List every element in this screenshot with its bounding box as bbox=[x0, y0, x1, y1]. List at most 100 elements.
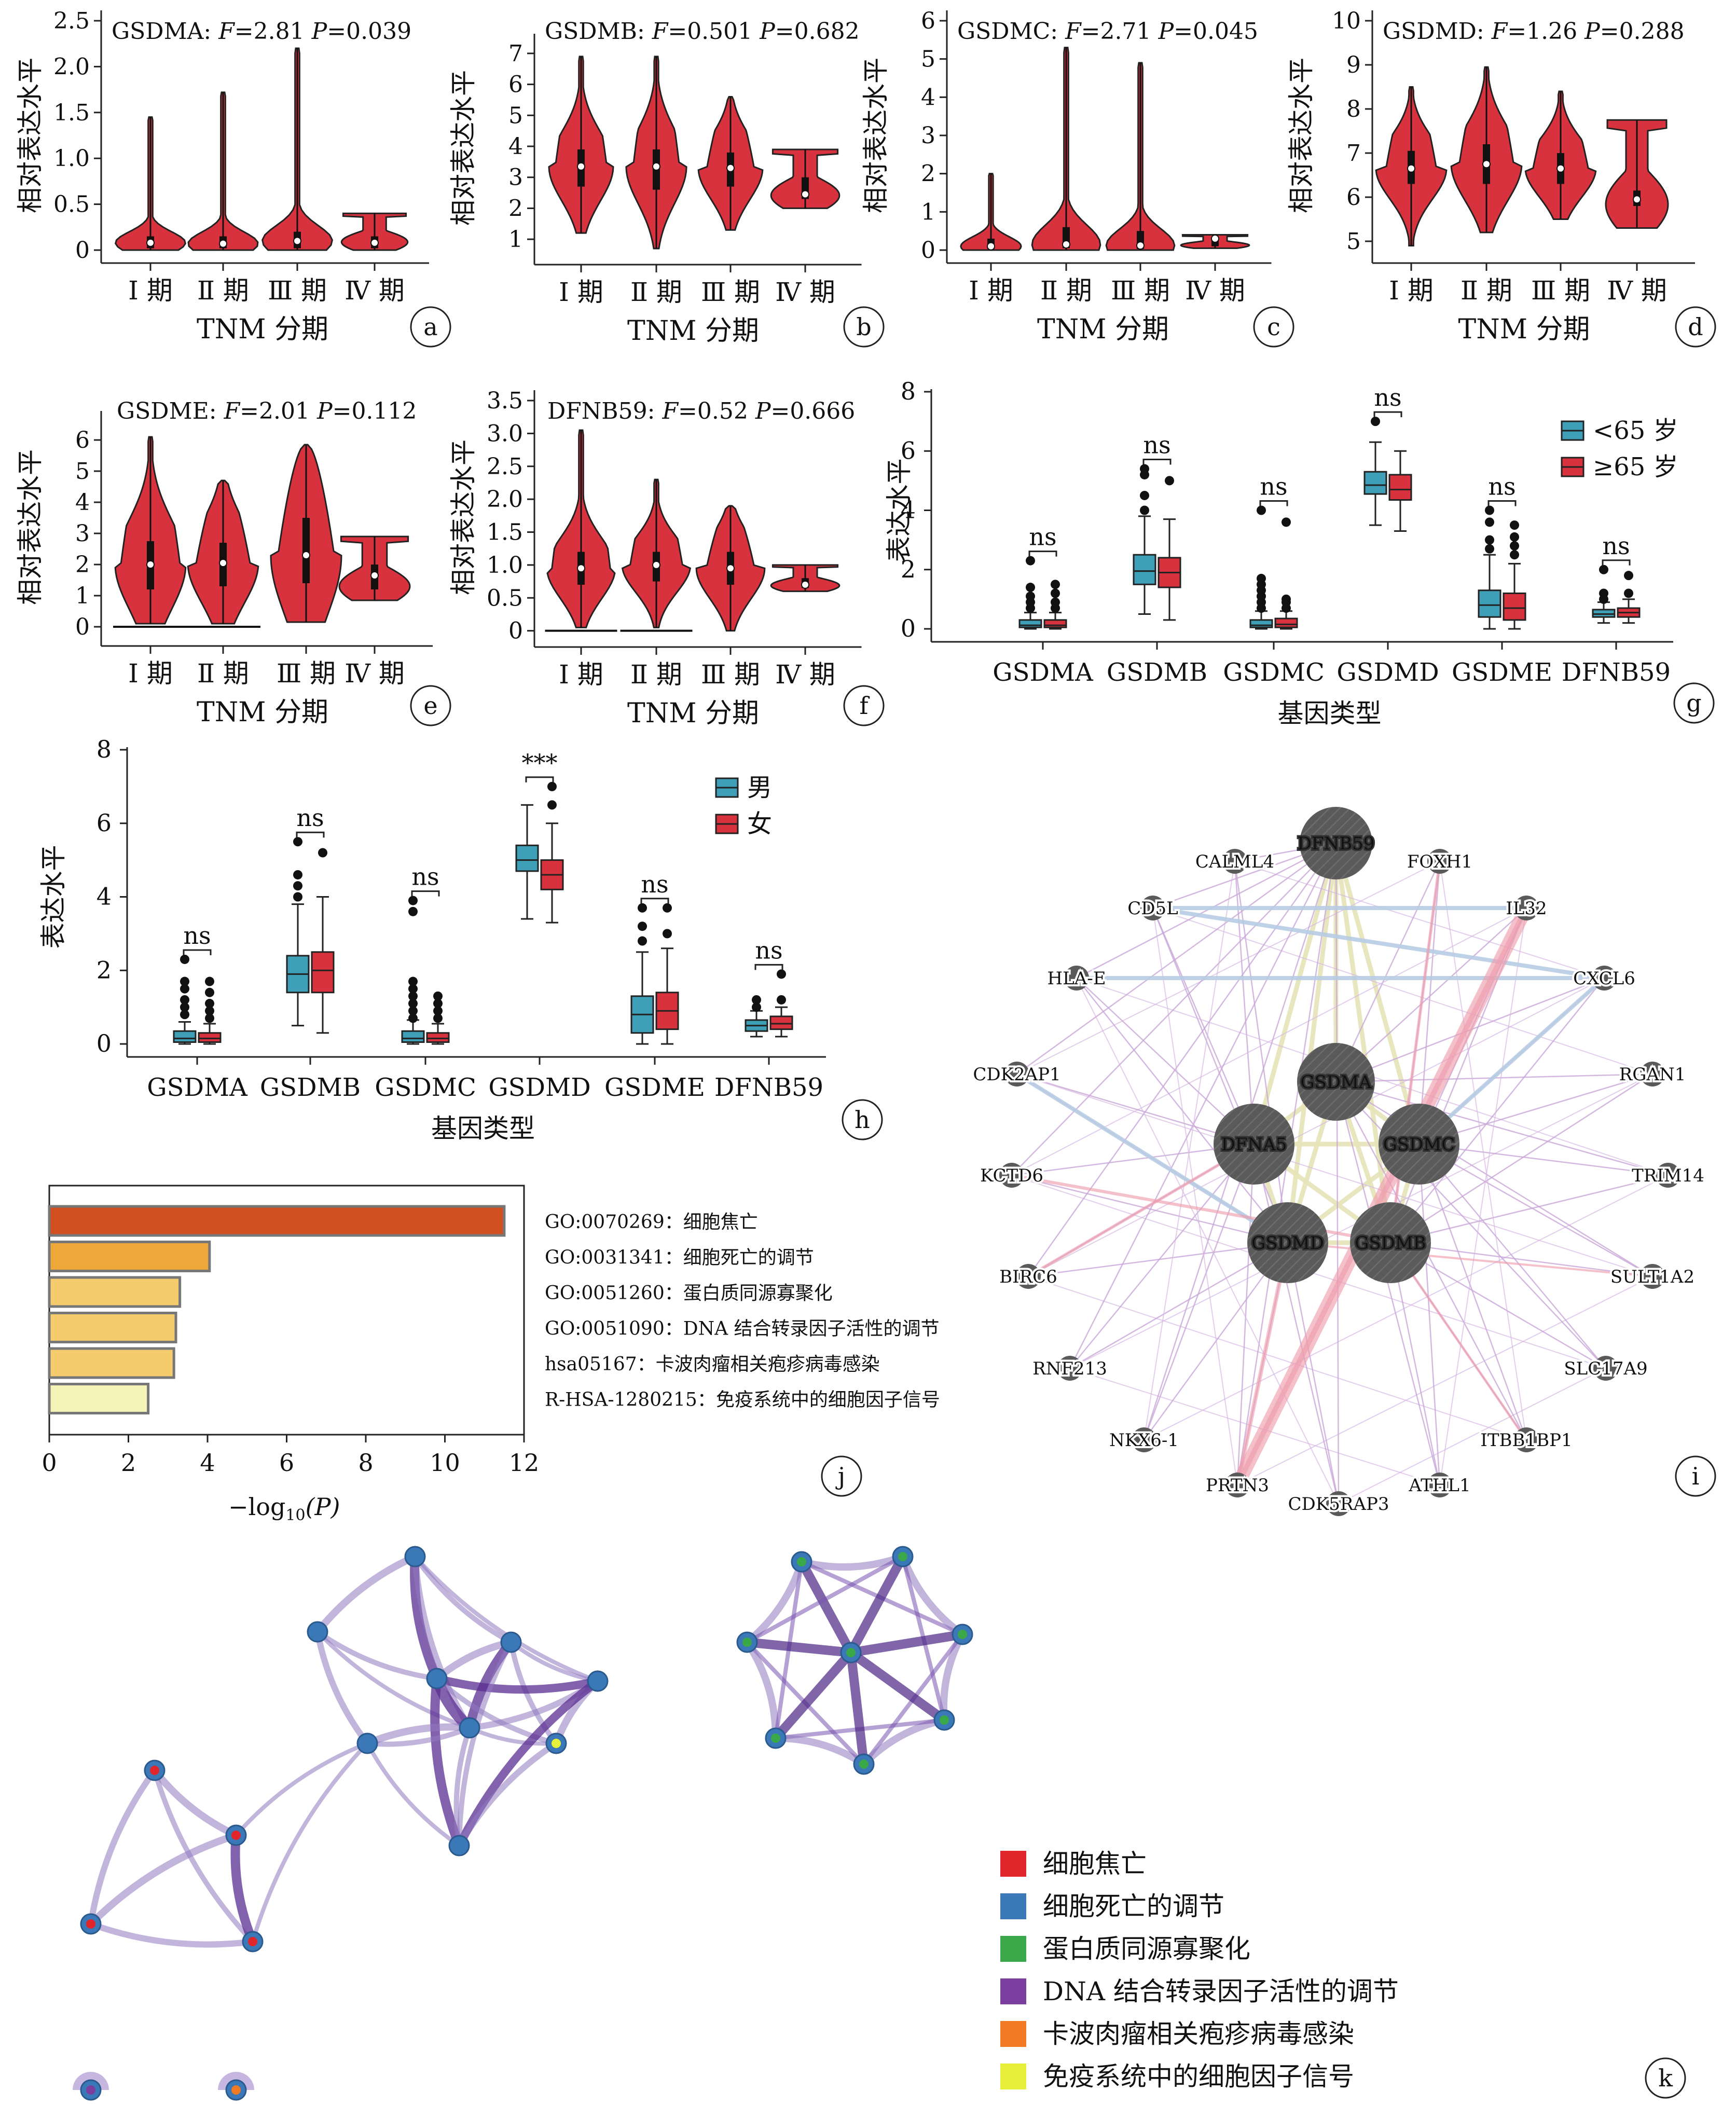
network-hub-label: GSDMD bbox=[1251, 1233, 1324, 1254]
y-tick-label: 0 bbox=[921, 237, 935, 264]
box-outlier bbox=[180, 1002, 189, 1012]
cluster-edge bbox=[469, 1726, 557, 1746]
network-node bbox=[1064, 966, 1089, 991]
box-outlier bbox=[408, 991, 418, 1001]
panel-letter: e bbox=[423, 692, 437, 720]
network-node-label: SLC17A9 bbox=[1564, 1358, 1647, 1379]
enrichment-bar-panel-j: −log10(P) 0 2 4 6 8 10 12 GO:0070269：细胞焦亡 GO:003… bbox=[42, 1185, 940, 1524]
x-tick-label: Ⅰ 期 bbox=[969, 276, 1013, 306]
significance-bracket bbox=[640, 898, 669, 904]
violin-median-dot bbox=[219, 239, 227, 248]
interaction-edge bbox=[1011, 1174, 1288, 1244]
box-outlier bbox=[1485, 517, 1494, 527]
box-outlier bbox=[547, 781, 557, 791]
box-outlier bbox=[1140, 490, 1149, 500]
x-tick-label: 12 bbox=[509, 1449, 540, 1477]
x-tick-label: Ⅲ 期 bbox=[1531, 276, 1590, 306]
enrichment-bar bbox=[48, 1241, 211, 1272]
violin-median-dot bbox=[219, 559, 227, 567]
box-outlier bbox=[1599, 565, 1608, 574]
cluster-edge bbox=[316, 1630, 471, 1730]
box-body bbox=[1503, 592, 1526, 621]
box-outlier bbox=[205, 977, 214, 986]
violin-median-dot bbox=[1136, 241, 1145, 250]
y-tick-label: 2.0 bbox=[487, 486, 523, 513]
box-outlier bbox=[408, 1006, 418, 1016]
violin-median-dot bbox=[1482, 160, 1491, 169]
panel-letter: b bbox=[856, 313, 871, 341]
y-tick-label: 2 bbox=[921, 161, 935, 187]
y-tick-label: 2 bbox=[508, 195, 523, 222]
violin-median-dot bbox=[577, 162, 585, 171]
box-outlier bbox=[180, 954, 189, 964]
box-outlier bbox=[1624, 588, 1633, 598]
y-tick-label: 2 bbox=[75, 552, 90, 578]
cluster-legend-swatch bbox=[1000, 2064, 1026, 2089]
network-node bbox=[1656, 1163, 1680, 1188]
network-panel-i: CALML4 FOXH1 CD5L IL32 HLA-E CXCL6 CDK2AP1 RGAN… bbox=[971, 807, 1706, 1517]
interaction-edge bbox=[1389, 1242, 1441, 1486]
x-tick-label: Ⅰ 期 bbox=[559, 277, 603, 307]
x-axis-label: TNM 分期 bbox=[197, 697, 328, 728]
y-tick-label: 10 bbox=[1332, 8, 1361, 34]
cluster-legend-swatch bbox=[1000, 2021, 1026, 2047]
violin-median-dot bbox=[1556, 164, 1565, 173]
panel-letter: c bbox=[1267, 313, 1280, 341]
x-tick-label: Ⅰ 期 bbox=[559, 659, 603, 690]
interaction-edge bbox=[1418, 1073, 1653, 1145]
cluster-edge bbox=[745, 1560, 805, 1645]
box-outlier bbox=[408, 984, 418, 994]
interaction-edge bbox=[1069, 1368, 1440, 1486]
network-node-label: KCTD6 bbox=[980, 1165, 1043, 1186]
cluster-node-core bbox=[771, 1734, 780, 1743]
legend-label: 女 bbox=[747, 809, 772, 838]
legend-label: ≥65 岁 bbox=[1593, 452, 1678, 482]
y-tick-label: 5 bbox=[508, 102, 523, 129]
y-tick-label: 1.5 bbox=[487, 519, 523, 546]
interaction-edge bbox=[1335, 1081, 1653, 1277]
enrichment-term-label: GO:0051090：DNA 结合转录因子活性的调节 bbox=[545, 1318, 940, 1340]
boxplot-panel-h: 0 2 4 6 8 表达水平 GSDMA GSDMB GSDMC GSDMD GSDME DFNB59… bbox=[38, 735, 826, 1144]
box-outlier bbox=[1485, 544, 1494, 554]
box-outlier bbox=[638, 903, 647, 913]
box-outlier bbox=[1510, 520, 1519, 530]
panel-letter: a bbox=[423, 313, 437, 341]
cluster-edge bbox=[772, 1649, 855, 1741]
network-hub-node bbox=[1247, 1202, 1328, 1283]
box-outlier bbox=[318, 848, 327, 858]
network-node-label: BIRC6 bbox=[999, 1267, 1057, 1287]
box-outlier bbox=[752, 1002, 761, 1012]
network-node bbox=[1004, 1062, 1029, 1087]
box-outlier bbox=[408, 1013, 418, 1023]
interaction-edge bbox=[1069, 1242, 1288, 1369]
cluster-edge bbox=[414, 1555, 599, 1683]
cluster-edge bbox=[152, 1769, 255, 1944]
y-tick-label: 6 bbox=[1346, 184, 1361, 211]
box-outlier bbox=[180, 995, 189, 1005]
box-outlier bbox=[293, 881, 302, 891]
enrichment-term-label: hsa05167：卡波肉瘤相关疱疹病毒感染 bbox=[545, 1354, 880, 1375]
network-node-label: RGAN1 bbox=[1619, 1064, 1686, 1085]
cluster-edge bbox=[314, 1631, 370, 1745]
significance-label: ns bbox=[411, 863, 439, 891]
network-node-label: FOXH1 bbox=[1407, 851, 1472, 872]
box-body bbox=[198, 1032, 222, 1043]
box-outlier bbox=[1051, 588, 1060, 598]
violin-panel-f: DFNB59: F=0.52 P=0.666 0 0.5 1.0 1.5 2.0 2.5 3… bbox=[448, 388, 862, 729]
y-tick-label: 4 bbox=[508, 133, 523, 160]
significance-bracket bbox=[754, 964, 783, 970]
network-node-label: TRIM14 bbox=[1632, 1165, 1704, 1186]
cluster-legend-swatch bbox=[1000, 1851, 1026, 1877]
enrichment-bar bbox=[48, 1205, 506, 1237]
box-outlier bbox=[408, 977, 418, 986]
cluster-node bbox=[404, 1546, 426, 1567]
legend-label: 男 bbox=[747, 773, 772, 802]
box-body bbox=[401, 1030, 425, 1043]
coexpression-edge-pink bbox=[1235, 1242, 1290, 1486]
network-hub-node bbox=[1300, 807, 1372, 879]
y-tick-label: 2 bbox=[901, 555, 916, 583]
significance-label: ns bbox=[183, 922, 211, 950]
interaction-edge bbox=[1028, 1276, 1527, 1440]
network-node bbox=[1592, 966, 1617, 991]
interaction-edge bbox=[1028, 1242, 1288, 1277]
